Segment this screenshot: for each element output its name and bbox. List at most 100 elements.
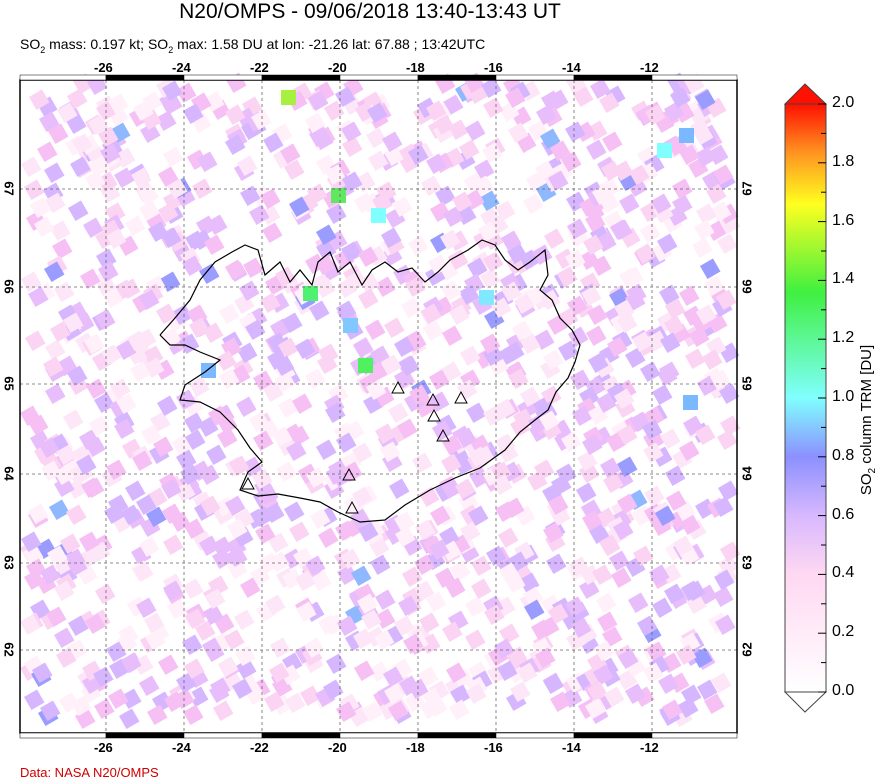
so2-pixel (184, 230, 206, 251)
so2-pixel (189, 376, 210, 397)
map-title: N20/OMPS - 09/06/2018 13:40-13:43 UT (179, 0, 561, 23)
so2-pixel (402, 566, 423, 587)
so2-pixel (465, 402, 487, 423)
map-subtitle: SO2 mass: 0.197 kt; SO2 max: 1.58 DU at … (20, 36, 485, 55)
so2-pixel (531, 397, 552, 418)
so2-pixel (495, 200, 516, 221)
so2-pixel (456, 427, 477, 448)
so2-pixel (685, 580, 706, 601)
so2-pixel (59, 533, 81, 554)
so2-pixel (198, 535, 220, 556)
so2-pixel (212, 536, 233, 557)
so2-pixel (523, 586, 544, 607)
so2-pixel (25, 330, 46, 351)
lon-tick-label: -24 (172, 60, 191, 75)
so2-pixel (415, 519, 436, 540)
frame-bar (651, 74, 738, 81)
so2-pixel (440, 229, 461, 250)
so2-pixel (118, 624, 139, 645)
so2-pixel (39, 437, 60, 458)
so2-pixel (599, 92, 620, 113)
so2-pixel (81, 477, 102, 498)
so2-pixel (250, 565, 271, 586)
so2-pixel (577, 450, 598, 471)
so2-pixel (570, 369, 591, 390)
so2-pixel (593, 664, 614, 685)
colorbar-tick-label: 0.8 (832, 446, 855, 464)
so2-pixel (93, 392, 115, 413)
so2-pixel (689, 326, 710, 347)
so2-pixel (441, 540, 462, 561)
so2-pixel (658, 673, 679, 694)
so2-pixel (466, 257, 488, 278)
so2-pixel (318, 343, 339, 364)
so2-pixel (316, 224, 337, 245)
so2-pixel (196, 215, 217, 236)
frame-bar (417, 74, 497, 81)
so2-pixel (300, 685, 321, 706)
so2-pixel (132, 561, 154, 582)
so2-pixel (429, 505, 451, 526)
so2-pixel (567, 218, 588, 239)
so2-pixel (565, 249, 586, 270)
frame-bar (183, 732, 263, 739)
so2-pixel (590, 78, 611, 99)
so2-pixel (34, 216, 55, 237)
so2-pixel (652, 384, 673, 405)
so2-pixel (375, 423, 396, 444)
so2-pixel (243, 257, 264, 278)
so2-pixel (664, 315, 685, 336)
so2-pixel (309, 508, 331, 529)
so2-pixel (255, 523, 276, 544)
so2-pixel (357, 521, 379, 542)
so2-pixel (587, 681, 608, 702)
so2-pixel (594, 640, 615, 661)
so2-pixel (63, 312, 84, 333)
lon-tick-label: -18 (406, 60, 425, 75)
so2-pixel (660, 332, 681, 353)
so2-pixel (629, 164, 650, 185)
so2-pixel (392, 196, 413, 217)
so2-pixel (505, 87, 526, 108)
so2-pixel (267, 349, 288, 370)
colorbar-tick-label: 0.0 (832, 682, 855, 699)
so2-pixel (384, 317, 405, 338)
so2-pixel (600, 457, 621, 478)
so2-pixel (75, 454, 97, 475)
so2-pixel (183, 578, 204, 599)
so2-pixel (183, 704, 204, 725)
so2-pixel (324, 100, 345, 121)
so2-pixel (78, 531, 100, 552)
so2-pixel (434, 114, 455, 135)
so2-pixel (67, 478, 88, 499)
so2-pixel (694, 219, 715, 240)
so2-pixel (549, 691, 571, 712)
so2-pixel (572, 405, 593, 426)
so2-pixel (710, 201, 732, 222)
so2-pixel (40, 564, 61, 585)
so2-pixel (341, 121, 362, 142)
so2-pixel (599, 192, 620, 213)
so2-pixel (643, 485, 665, 506)
so2-pixel (539, 410, 560, 431)
so2-pixel (679, 144, 700, 165)
so2-pixel (125, 480, 146, 501)
subtitle-sub: 2 (168, 44, 174, 55)
so2-pixel (236, 658, 257, 679)
so2-pixel (643, 442, 664, 463)
so2-pixel (592, 564, 613, 585)
so2-pixel (29, 197, 51, 218)
so2-pixel (421, 303, 442, 324)
so2-pixel (595, 592, 617, 613)
so2-pixel (218, 656, 239, 677)
so2-pixel (405, 691, 426, 712)
so2-pixel (587, 304, 608, 325)
so2-pixel (429, 369, 450, 390)
so2-pixel (460, 521, 481, 542)
so2-pixel (263, 691, 285, 712)
so2-pixel (468, 505, 489, 526)
so2-pixel (53, 580, 75, 601)
so2-pixel (86, 378, 107, 399)
so2-pixel (226, 518, 248, 539)
so2-pixel (282, 568, 303, 589)
